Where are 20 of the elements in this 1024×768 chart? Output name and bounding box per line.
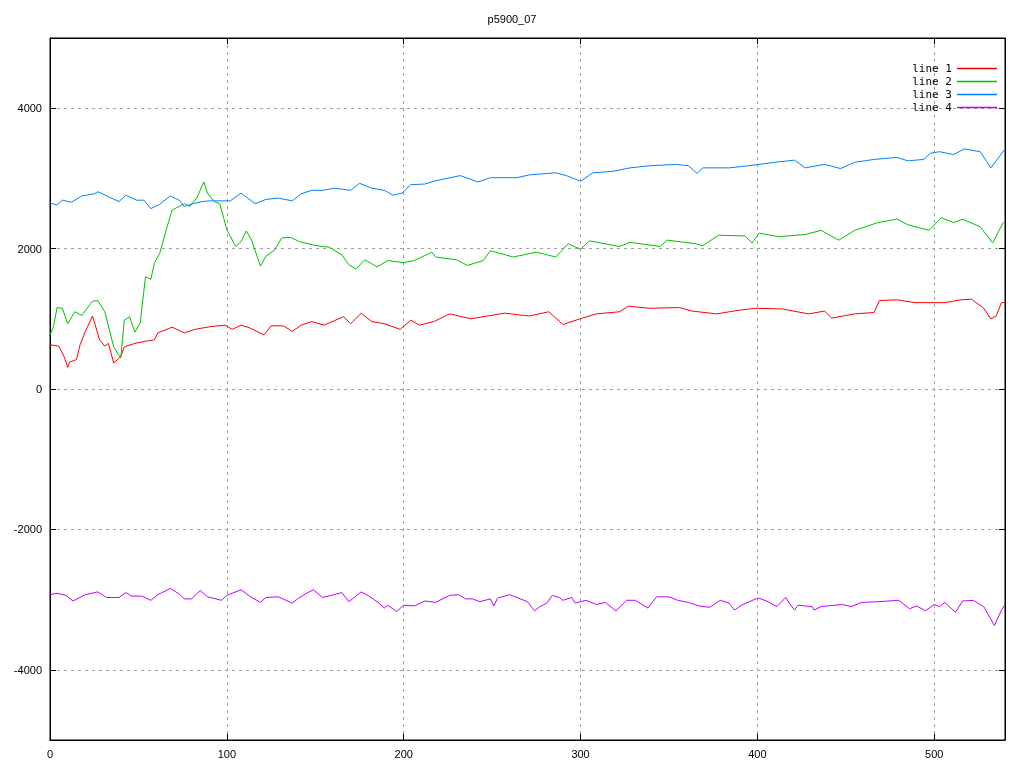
y-tick-label: 4000: [17, 102, 42, 115]
line-series: [49, 181, 1004, 359]
legend-label: line 3: [912, 88, 952, 101]
chart-title: p5900_07: [487, 12, 537, 25]
x-tick-label: 400: [748, 747, 767, 760]
line-series: [49, 298, 1006, 368]
legend-label: line 4: [912, 101, 953, 114]
y-tick-label: -4000: [13, 663, 42, 676]
x-tick-label: 200: [394, 747, 413, 760]
x-tick-label: 300: [571, 747, 590, 760]
x-tick-label: 500: [925, 747, 944, 760]
x-tick-label: 100: [217, 747, 237, 760]
line-series: [49, 587, 1006, 627]
y-tick-label: 0: [35, 383, 42, 395]
line-series: [49, 148, 1006, 210]
y-tick-label: -2000: [13, 523, 42, 536]
legend-label: line 2: [912, 75, 952, 88]
legend-label: line 1: [912, 62, 952, 75]
x-tick-label: 0: [46, 747, 54, 760]
y-tick-label: 2000: [17, 242, 42, 255]
